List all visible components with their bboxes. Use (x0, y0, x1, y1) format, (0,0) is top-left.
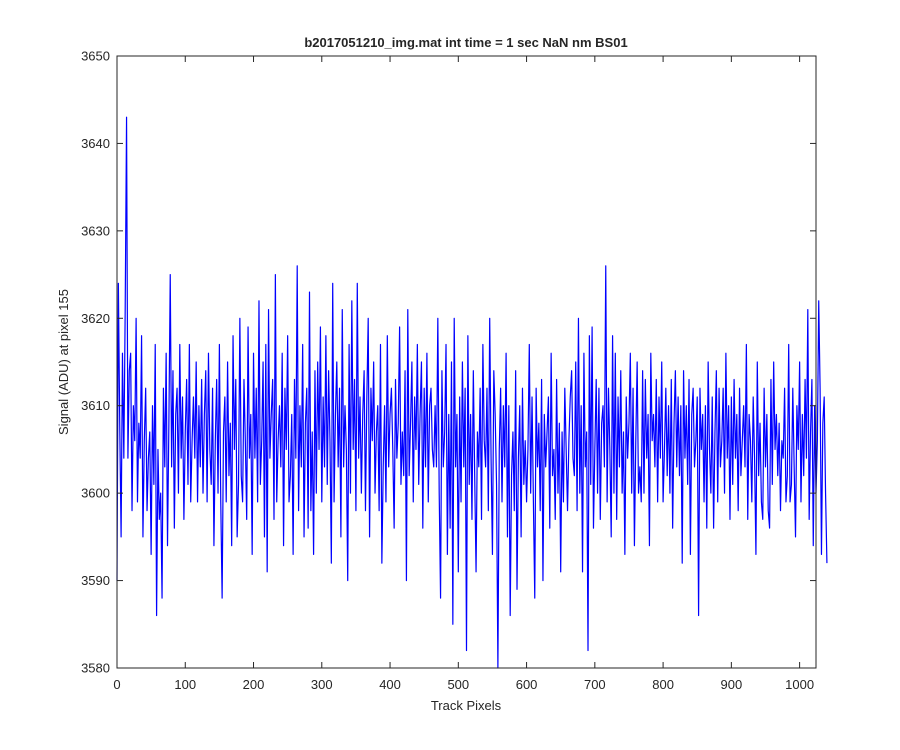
x-tick-label: 0 (113, 677, 120, 692)
x-tick-label: 400 (379, 677, 401, 692)
y-axis-label: Signal (ADU) at pixel 155 (56, 289, 71, 435)
y-tick-label: 3630 (81, 223, 110, 238)
x-tick-label: 700 (584, 677, 606, 692)
x-tick-label: 500 (447, 677, 469, 692)
y-axis: 3580 3590 3600 3610 3620 3630 3640 3650 (81, 49, 816, 676)
x-tick-label: 200 (243, 677, 265, 692)
y-tick-label: 3620 (81, 311, 110, 326)
x-tick-label: 900 (721, 677, 743, 692)
y-tick-label: 3640 (81, 136, 110, 151)
x-tick-label: 100 (174, 677, 196, 692)
x-tick-label: 800 (652, 677, 674, 692)
x-tick-label: 300 (311, 677, 333, 692)
series-line (116, 116, 828, 669)
y-tick-label: 3650 (81, 49, 110, 64)
y-tick-label: 3580 (81, 661, 110, 676)
axes-box (116, 55, 817, 669)
y-tick-label: 3590 (81, 573, 110, 588)
x-axis-label: Track Pixels (431, 698, 502, 713)
x-tick-label: 600 (516, 677, 538, 692)
x-axis: 0 100 200 300 400 500 600 700 800 900 1000 (113, 56, 814, 692)
chart-title: b2017051210_img.mat int time = 1 sec NaN… (304, 35, 627, 50)
y-tick-label: 3610 (81, 398, 110, 413)
series-layer (116, 116, 828, 669)
y-tick-label: 3600 (81, 486, 110, 501)
x-tick-label: 1000 (785, 677, 814, 692)
